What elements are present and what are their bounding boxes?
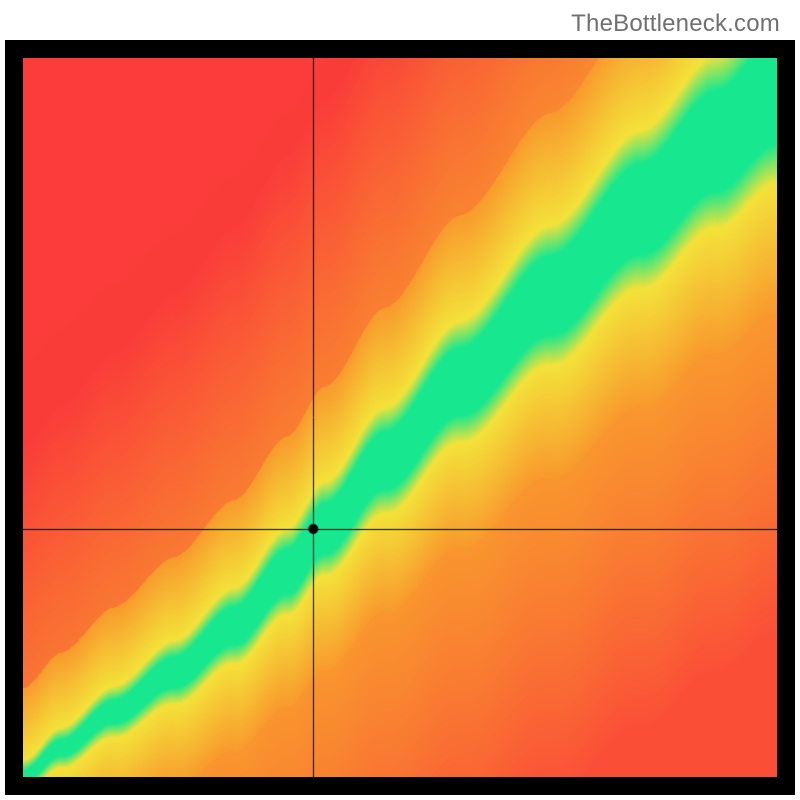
chart-stage: TheBottleneck.com [0, 0, 800, 800]
watermark-text: TheBottleneck.com [571, 10, 780, 38]
crosshair-overlay [23, 58, 777, 777]
